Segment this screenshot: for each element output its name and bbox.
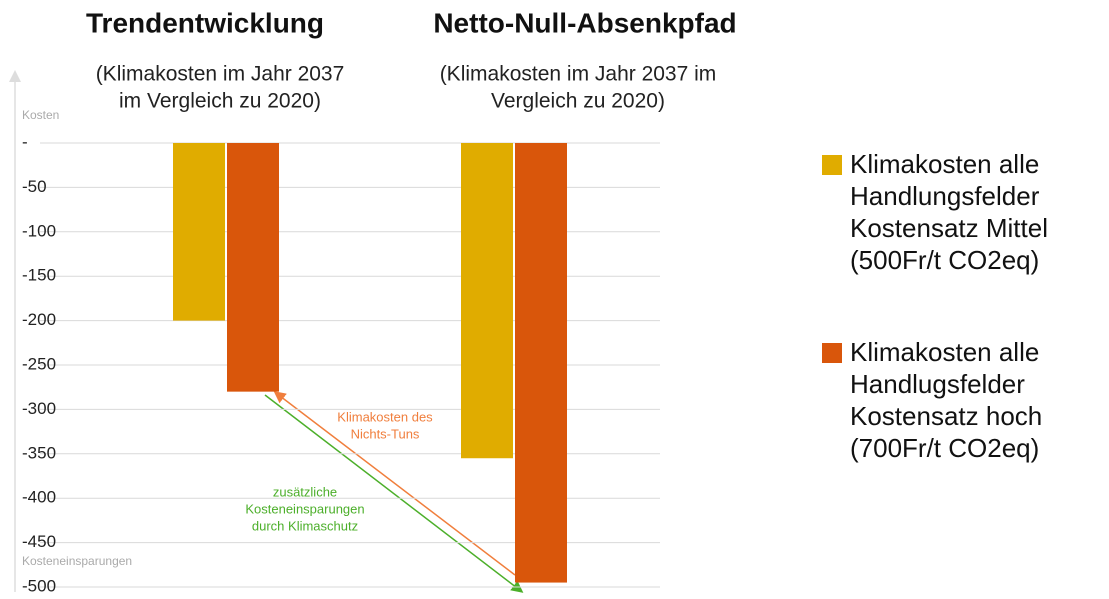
annotation: zusätzliche (273, 484, 337, 499)
chart: Kosten Kosteneinsparungen - -50 -100 -150 -2… (9, 7, 737, 595)
y-tick-label: -350 (22, 443, 56, 462)
annotation: Klimakosten des (337, 409, 433, 424)
legend-label: Klimakosten alle Handlungsfelder Kostens… (850, 149, 1048, 275)
legend: Klimakosten alle Handlungsfelder Kostens… (822, 148, 1102, 524)
y-tick-label: -300 (22, 399, 56, 418)
arrow (264, 394, 524, 593)
y-axis-bottom-label: Kosteneinsparungen (22, 554, 132, 568)
y-tick-label: -450 (22, 532, 56, 551)
y-tick-label: - (22, 132, 28, 151)
category-note: Vergleich zu 2020) (491, 90, 665, 113)
y-tick-label: -400 (22, 488, 56, 507)
y-tick-label: -250 (22, 354, 56, 373)
arrow (273, 391, 516, 576)
category-title: Netto-Null-Absenkpfad (433, 7, 736, 38)
category-note: (Klimakosten im Jahr 2037 im (440, 63, 717, 86)
annotation: Nichts-Tuns (351, 426, 420, 441)
annotation: Kosteneinsparungen (245, 501, 364, 516)
legend-item: Klimakosten alle Handlungsfelder Kostens… (822, 148, 1102, 276)
y-tick-label: -100 (22, 221, 56, 240)
legend-item: Klimakosten alle Handlugsfelder Kostensa… (822, 336, 1102, 464)
bar (461, 143, 513, 459)
annotation: durch Klimaschutz (252, 518, 358, 533)
y-axis-top-label: Kosten (22, 108, 59, 122)
y-tick-label: -200 (22, 310, 56, 329)
legend-swatch (822, 155, 842, 175)
bar (173, 143, 225, 321)
y-tick-label: -150 (22, 266, 56, 285)
y-tick-label: -500 (22, 576, 56, 595)
legend-label: Klimakosten alle Handlugsfelder Kostensa… (850, 337, 1043, 463)
legend-swatch (822, 343, 842, 363)
bar (515, 143, 567, 583)
category-note: im Vergleich zu 2020) (119, 90, 321, 113)
category-note: (Klimakosten im Jahr 2037 (96, 63, 345, 86)
bar (227, 143, 279, 392)
category-title: Trendentwicklung (86, 7, 324, 38)
y-tick-label: -50 (22, 177, 47, 196)
